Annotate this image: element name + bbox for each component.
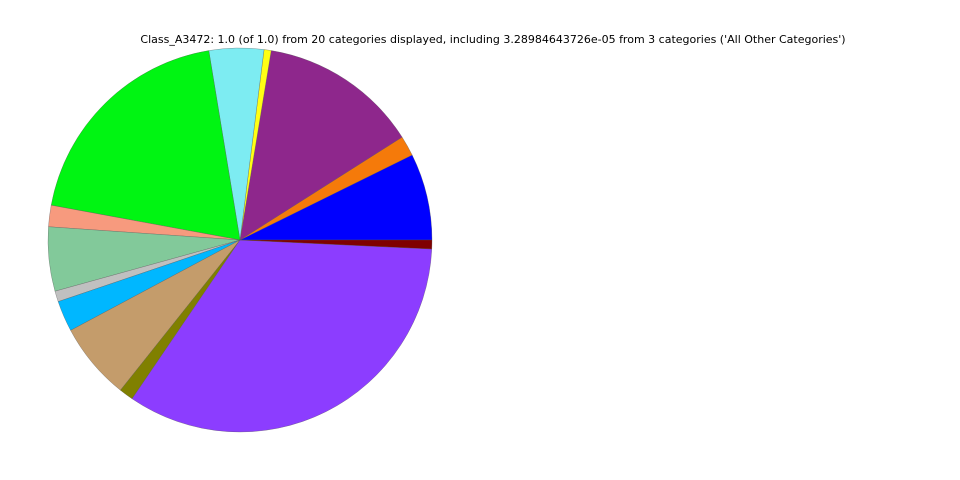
pie-slice-12 (131, 239, 432, 433)
chart-title: Class_A3472: 1.0 (of 1.0) from 20 catego… (140, 33, 846, 46)
pie-slice-2 (239, 50, 403, 241)
pie-slice-13 (239, 239, 433, 250)
pie-slice-5 (51, 50, 241, 241)
